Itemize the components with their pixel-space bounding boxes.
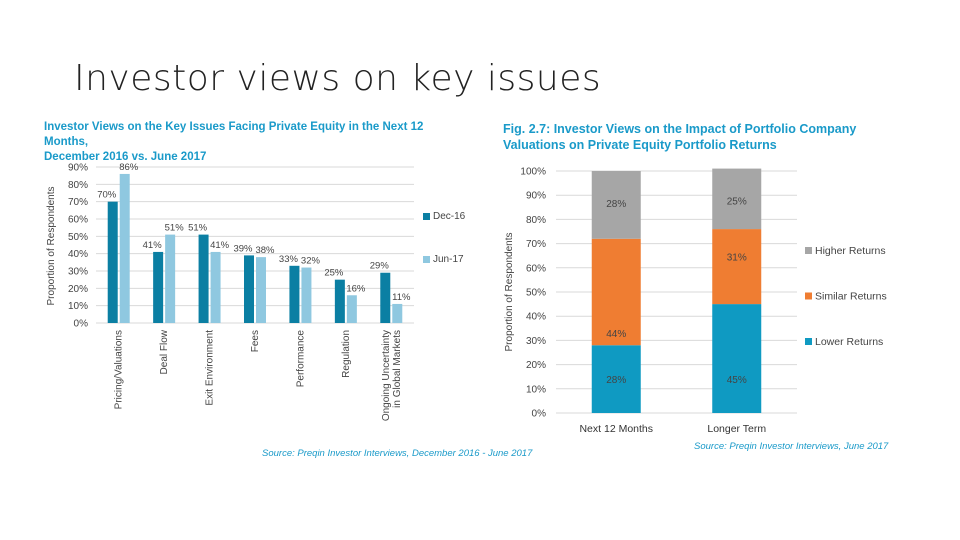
- left-bar-jun-17: [301, 267, 312, 323]
- left-category-label: Regulation: [341, 330, 352, 378]
- left-category-label: Deal Flow: [159, 329, 170, 374]
- left-legend-label: Dec-16: [433, 211, 466, 222]
- left-bar-jun-17: [210, 251, 221, 323]
- right-data-label: 25%: [727, 197, 747, 208]
- right-segment-higher-returns: [712, 168, 762, 230]
- right-y-tick-label: 80%: [526, 215, 546, 226]
- right-y-tick-label: 20%: [526, 360, 546, 371]
- left-category-label: Ongoing Uncertainty: [381, 330, 392, 421]
- right-y-tick-label: 0%: [532, 409, 547, 420]
- right-y-tick-label: 60%: [526, 263, 546, 274]
- left-chart-title-line-2: December 2016 vs. June 2017: [44, 151, 207, 163]
- right-y-tick-label: 90%: [526, 191, 546, 202]
- left-data-label: 70%: [97, 190, 117, 201]
- left-y-tick-label: 20%: [68, 284, 88, 295]
- left-bar-dec-16: [153, 251, 164, 323]
- right-y-tick-label: 100%: [520, 167, 546, 178]
- left-data-label: 86%: [119, 162, 139, 173]
- left-y-tick-label: 40%: [68, 249, 88, 260]
- right-data-label: 44%: [606, 329, 626, 340]
- left-y-tick-label: 30%: [68, 267, 88, 278]
- right-legend-swatch-higher-returns: [805, 247, 812, 254]
- left-y-axis-label: Proportion of Respondents: [46, 187, 57, 306]
- right-legend-label: Lower Returns: [815, 336, 883, 348]
- left-category-label: in Global Markets: [392, 330, 403, 408]
- left-bar-jun-17: [256, 257, 266, 323]
- left-bar-dec-16: [198, 234, 209, 323]
- left-data-label: 38%: [255, 245, 275, 256]
- left-y-tick-label: 80%: [68, 180, 88, 191]
- left-chart-title-line-1: Investor Views on the Key Issues Facing …: [44, 121, 424, 148]
- left-chart-title: Investor Views on the Key Issues Facing …: [44, 120, 444, 165]
- left-category-label: Exit Environment: [205, 330, 216, 406]
- left-data-label: 41%: [210, 240, 230, 251]
- left-category-label: Fees: [250, 330, 261, 352]
- left-y-tick-label: 50%: [68, 232, 88, 243]
- right-legend-label: Similar Returns: [815, 291, 887, 303]
- right-category-label: Next 12 Months: [579, 423, 653, 435]
- right-data-label: 31%: [727, 253, 747, 264]
- left-bar-dec-16: [380, 272, 391, 323]
- right-y-tick-label: 10%: [526, 384, 546, 395]
- left-data-label: 25%: [324, 268, 344, 279]
- left-bar-dec-16: [244, 255, 254, 323]
- left-bar-jun-17: [346, 295, 357, 323]
- right-chart-source: Source: Preqin Investor Interviews, June…: [694, 441, 889, 452]
- left-category-label: Performance: [295, 330, 306, 388]
- left-data-label: 41%: [143, 240, 163, 251]
- left-data-label: 39%: [233, 243, 253, 254]
- right-segment-similar-returns: [712, 229, 762, 305]
- left-y-tick-label: 10%: [68, 301, 88, 312]
- right-data-label: 28%: [606, 375, 626, 386]
- left-y-tick-label: 60%: [68, 215, 88, 226]
- right-data-label: 45%: [727, 375, 747, 386]
- left-data-label: 51%: [188, 223, 208, 234]
- right-y-axis-label: Proportion of Respondents: [504, 233, 515, 352]
- right-segment-higher-returns: [591, 171, 641, 239]
- right-y-tick-label: 30%: [526, 336, 546, 347]
- right-y-tick-label: 70%: [526, 239, 546, 250]
- left-bar-dec-16: [334, 279, 345, 323]
- right-legend-swatch-similar-returns: [805, 292, 812, 300]
- left-bar-dec-16: [107, 201, 118, 323]
- left-data-label: 33%: [279, 254, 299, 265]
- left-data-label: 32%: [301, 256, 321, 267]
- left-y-tick-label: 70%: [68, 197, 88, 208]
- left-legend-swatch-dec-16: [423, 213, 430, 220]
- right-chart-title-line-2: Valuations on Private Equity Portfolio R…: [503, 138, 777, 152]
- left-category-label: Pricing/Valuations: [114, 330, 125, 409]
- right-segment-lower-returns: [591, 345, 641, 413]
- left-data-label: 29%: [370, 261, 390, 272]
- right-legend-label: Higher Returns: [815, 245, 886, 257]
- left-y-tick-label: 90%: [68, 163, 88, 174]
- left-chart-source: Source: Preqin Investor Interviews, Dece…: [262, 448, 533, 459]
- left-legend-swatch-jun-17: [423, 256, 430, 263]
- right-segment-similar-returns: [591, 238, 641, 346]
- right-category-label: Longer Term: [707, 423, 766, 435]
- right-data-label: 28%: [606, 199, 626, 210]
- left-data-label: 11%: [392, 292, 411, 303]
- left-bar-jun-17: [392, 303, 403, 323]
- right-y-tick-label: 50%: [526, 288, 546, 299]
- right-legend-swatch-lower-returns: [805, 338, 812, 345]
- right-chart-title-line-1: Fig. 2.7: Investor Views on the Impact o…: [503, 122, 857, 136]
- slide-title: Investor views on key issues: [74, 58, 602, 99]
- left-data-label: 51%: [165, 223, 185, 234]
- right-chart-title: Fig. 2.7: Investor Views on the Impact o…: [503, 121, 873, 153]
- left-bar-jun-17: [165, 234, 176, 323]
- right-y-tick-label: 40%: [526, 312, 546, 323]
- left-bar-jun-17: [119, 173, 130, 323]
- left-bar-dec-16: [289, 265, 300, 323]
- left-legend-label: Jun-17: [433, 254, 464, 265]
- left-y-tick-label: 0%: [74, 319, 89, 330]
- right-segment-lower-returns: [712, 304, 762, 413]
- left-data-label: 16%: [346, 283, 366, 294]
